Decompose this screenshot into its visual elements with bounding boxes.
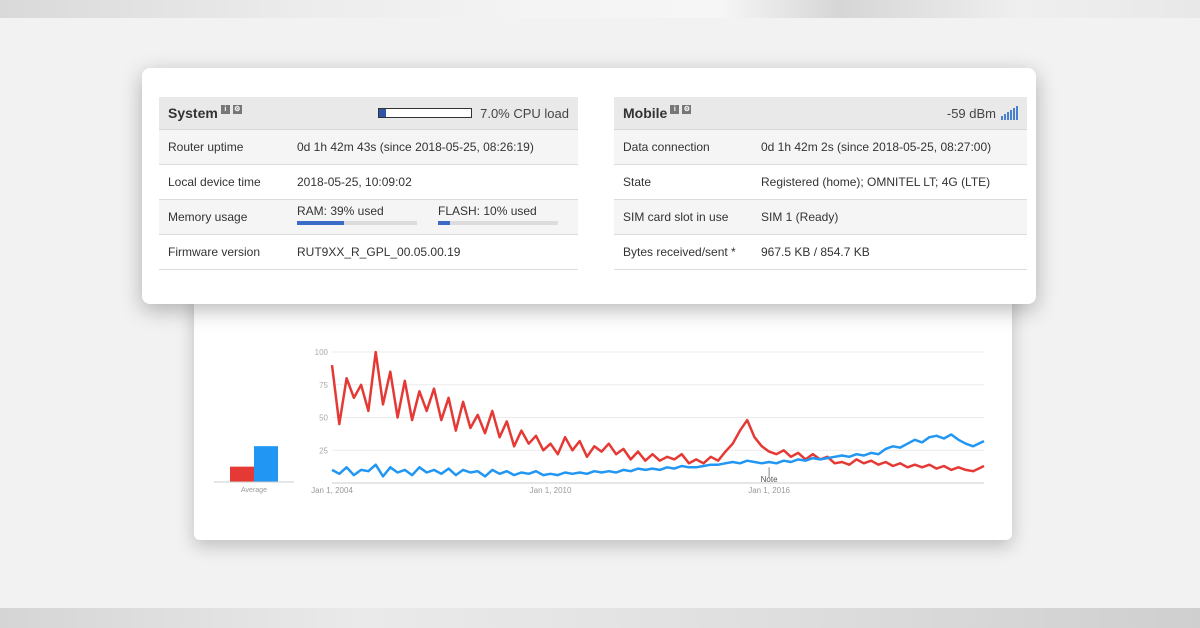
local-device-time-value: 2018-05-25, 10:09:02 [297,175,412,189]
bytes-value: 967.5 KB / 854.7 KB [761,245,870,259]
bytes-row: Bytes received/sent * 967.5 KB / 854.7 K… [614,235,1027,270]
ram-usage-label: RAM: 39% used [297,203,384,218]
bytes-label: Bytes received/sent * [623,245,736,259]
mobile-panel: Mobile i ⚙ -59 dBm Data connection 0d 1h… [614,97,1027,270]
cpu-load-bar [378,108,473,118]
x-tick-label: Jan 1, 2010 [530,486,572,495]
cpu-load-label: 7.0% CPU load [480,105,569,121]
info-icon[interactable]: i [670,104,680,114]
data-connection-value: 0d 1h 42m 2s (since 2018-05-25, 08:27:00… [761,140,992,154]
y-tick-label: 75 [319,381,328,390]
memory-usage-values: RAM: 39% used FLASH: 10% used [297,204,578,228]
background-top-strip [0,0,1200,18]
y-tick-label: 100 [315,348,329,357]
local-device-time-label: Local device time [168,175,261,189]
x-tick-label: Jan 1, 2004 [311,486,353,495]
ram-usage-bar-fill [297,220,344,225]
mobile-panel-header: Mobile i ⚙ -59 dBm [614,97,1027,130]
system-panel: System i ⚙ 7.0% CPU load Router uptime 0… [159,97,578,270]
memory-usage-row: Memory usage RAM: 39% used FLASH: 10% us… [159,200,578,235]
router-uptime-row: Router uptime 0d 1h 42m 43s (since 2018-… [159,130,578,165]
ram-usage: RAM: 39% used [297,204,417,225]
signal-bars-icon [1001,106,1018,120]
mobile-title: Mobile [623,105,668,121]
flash-usage: FLASH: 10% used [438,204,558,225]
ram-usage-bar [297,220,417,225]
local-device-time-row: Local device time 2018-05-25, 10:09:02 [159,165,578,200]
settings-icon[interactable]: ⚙ [682,104,692,114]
firmware-version-value: RUT9XX_R_GPL_00.05.00.19 [297,245,461,259]
trend-chart: 100 75 50 25 Jan 1, 2004 Jan 1, 2010 Jan 1, 20… [214,348,985,495]
firmware-version-label: Firmware version [168,245,261,259]
flash-usage-bar [438,220,558,225]
state-row: State Registered (home); OMNITEL LT; 4G … [614,165,1027,200]
system-panel-header: System i ⚙ 7.0% CPU load [159,97,578,130]
signal-strength-indicator: -59 dBm [947,106,1018,121]
state-value: Registered (home); OMNITEL LT; 4G (LTE) [761,175,991,189]
sim-slot-value: SIM 1 (Ready) [761,210,839,224]
firmware-version-row: Firmware version RUT9XX_R_GPL_00.05.00.1… [159,235,578,270]
system-title: System [168,105,218,121]
sim-slot-label: SIM card slot in use [623,210,729,224]
cpu-load-bar-fill [379,109,386,117]
router-uptime-value: 0d 1h 42m 43s (since 2018-05-25, 08:26:1… [297,140,534,154]
series-line-1 [330,350,985,473]
y-tick-label: 50 [319,414,328,423]
memory-usage-label: Memory usage [168,210,248,224]
data-connection-row: Data connection 0d 1h 42m 2s (since 2018… [614,130,1027,165]
trend-chart-card: 100 75 50 25 Jan 1, 2004 Jan 1, 2010 Jan 1, 20… [194,290,1012,540]
data-connection-label: Data connection [623,140,710,154]
average-label: Average [241,487,267,494]
signal-strength-label: -59 dBm [946,105,996,121]
flash-usage-bar-fill [438,220,450,225]
background-bottom-strip [0,608,1200,628]
y-tick-label: 25 [319,446,328,455]
sim-slot-row: SIM card slot in use SIM 1 (Ready) [614,200,1027,235]
router-status-card: System i ⚙ 7.0% CPU load Router uptime 0… [142,68,1036,304]
average-bar-2 [254,446,278,482]
average-bar-1 [230,466,254,482]
cpu-load-indicator: 7.0% CPU load [378,106,569,121]
x-tick-label: Jan 1, 2016 [748,486,790,495]
series-line-2 [331,433,985,478]
state-label: State [623,175,652,189]
info-icon[interactable]: i [220,104,230,114]
settings-icon[interactable]: ⚙ [232,104,242,114]
router-uptime-label: Router uptime [168,140,244,154]
flash-usage-label: FLASH: 10% used [438,203,537,218]
note-annotation: Note [761,475,778,484]
